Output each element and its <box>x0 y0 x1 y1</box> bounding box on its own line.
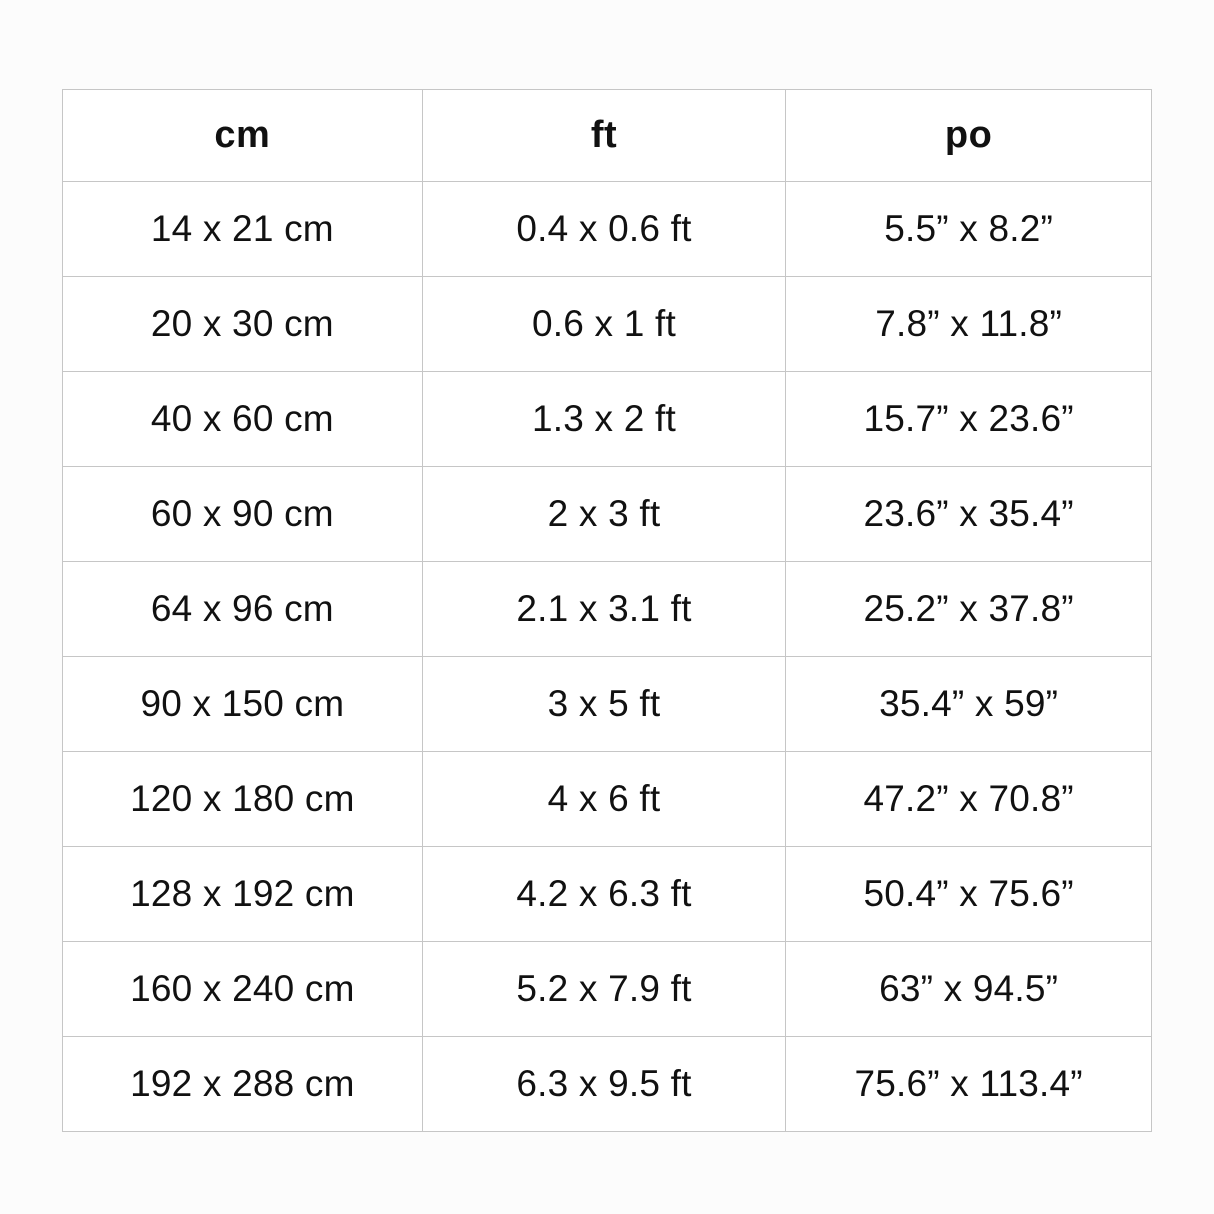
cell-ft: 5.2 x 7.9 ft <box>421 941 787 1037</box>
cell-ft: 0.6 x 1 ft <box>421 276 787 372</box>
table-row: 20 x 30 cm 0.6 x 1 ft 7.8” x 11.8” <box>62 276 1152 372</box>
cell-po: 63” x 94.5” <box>785 941 1152 1037</box>
cell-ft: 0.4 x 0.6 ft <box>421 181 787 277</box>
cell-ft: 6.3 x 9.5 ft <box>421 1036 787 1132</box>
cell-cm: 128 x 192 cm <box>62 846 423 942</box>
cell-cm: 60 x 90 cm <box>62 466 423 562</box>
cell-po: 47.2” x 70.8” <box>785 751 1152 847</box>
column-header-ft: ft <box>421 89 787 182</box>
table-body: 14 x 21 cm 0.4 x 0.6 ft 5.5” x 8.2” 20 x 30… <box>62 181 1152 1132</box>
table-row: 192 x 288 cm 6.3 x 9.5 ft 75.6” x 113.4” <box>62 1036 1152 1132</box>
table-row: 90 x 150 cm 3 x 5 ft 35.4” x 59” <box>62 656 1152 752</box>
cell-ft: 4 x 6 ft <box>421 751 787 847</box>
cell-cm: 120 x 180 cm <box>62 751 423 847</box>
cell-po: 5.5” x 8.2” <box>785 181 1152 277</box>
cell-cm: 192 x 288 cm <box>62 1036 423 1132</box>
cell-po: 7.8” x 11.8” <box>785 276 1152 372</box>
column-header-po: po <box>785 89 1152 182</box>
table-row: 14 x 21 cm 0.4 x 0.6 ft 5.5” x 8.2” <box>62 181 1152 277</box>
cell-cm: 40 x 60 cm <box>62 371 423 467</box>
table-row: 128 x 192 cm 4.2 x 6.3 ft 50.4” x 75.6” <box>62 846 1152 942</box>
cell-po: 35.4” x 59” <box>785 656 1152 752</box>
table-header: cm ft po <box>62 89 1152 182</box>
cell-po: 50.4” x 75.6” <box>785 846 1152 942</box>
cell-cm: 90 x 150 cm <box>62 656 423 752</box>
table-row: 64 x 96 cm 2.1 x 3.1 ft 25.2” x 37.8” <box>62 561 1152 657</box>
cell-ft: 4.2 x 6.3 ft <box>421 846 787 942</box>
cell-po: 23.6” x 35.4” <box>785 466 1152 562</box>
cell-po: 15.7” x 23.6” <box>785 371 1152 467</box>
column-header-cm: cm <box>62 89 423 182</box>
cell-ft: 2.1 x 3.1 ft <box>421 561 787 657</box>
table-header-row: cm ft po <box>62 89 1152 182</box>
table-row: 40 x 60 cm 1.3 x 2 ft 15.7” x 23.6” <box>62 371 1152 467</box>
size-conversion-table: cm ft po 14 x 21 cm 0.4 x 0.6 ft 5.5” x 8.… <box>62 89 1152 1132</box>
cell-cm: 160 x 240 cm <box>62 941 423 1037</box>
cell-po: 25.2” x 37.8” <box>785 561 1152 657</box>
cell-ft: 3 x 5 ft <box>421 656 787 752</box>
size-conversion-table-container: cm ft po 14 x 21 cm 0.4 x 0.6 ft 5.5” x 8.… <box>62 89 1152 1132</box>
table-row: 160 x 240 cm 5.2 x 7.9 ft 63” x 94.5” <box>62 941 1152 1037</box>
table-row: 60 x 90 cm 2 x 3 ft 23.6” x 35.4” <box>62 466 1152 562</box>
cell-cm: 20 x 30 cm <box>62 276 423 372</box>
cell-ft: 1.3 x 2 ft <box>421 371 787 467</box>
cell-cm: 64 x 96 cm <box>62 561 423 657</box>
table-row: 120 x 180 cm 4 x 6 ft 47.2” x 70.8” <box>62 751 1152 847</box>
cell-cm: 14 x 21 cm <box>62 181 423 277</box>
cell-ft: 2 x 3 ft <box>421 466 787 562</box>
cell-po: 75.6” x 113.4” <box>785 1036 1152 1132</box>
